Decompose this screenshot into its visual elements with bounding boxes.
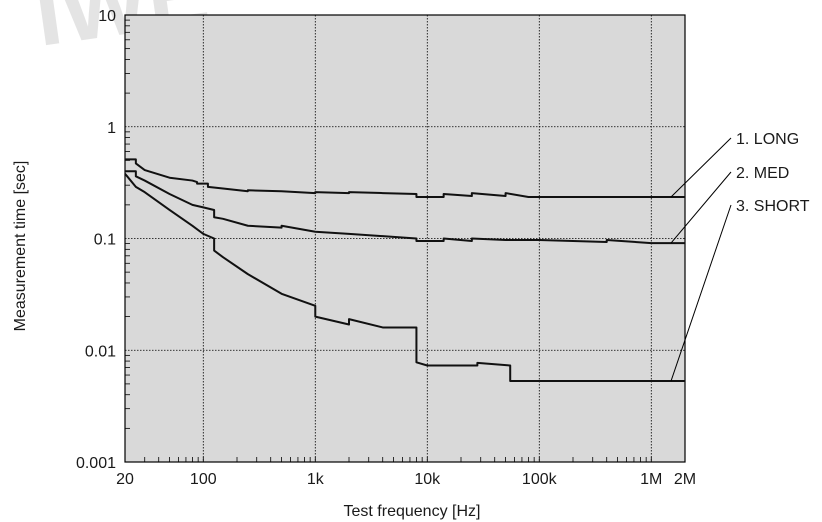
x-tick-label: 20 [116, 471, 134, 488]
y-tick-label: 1 [107, 120, 116, 137]
x-tick-label: 100 [190, 471, 217, 488]
series-lines [124, 158, 685, 383]
y-axis-label: Measurement time [sec] [12, 161, 29, 332]
y-tick-label: 10 [98, 8, 116, 25]
legend-label-3: 3. SHORT [736, 198, 810, 215]
x-tick-label: 1M [640, 471, 662, 488]
legend-leader-3 [670, 204, 732, 382]
series-line-2 [125, 170, 685, 245]
series-line-1 [125, 158, 685, 199]
y-tick-label: 0.001 [76, 455, 116, 472]
legend-label-2: 2. MED [736, 165, 789, 182]
x-tick-label: 100k [522, 471, 558, 488]
series-line-3 [124, 173, 685, 383]
minor-ticks [124, 19, 686, 462]
y-tick-label: 0.1 [94, 232, 116, 249]
x-tick-label: 2M [674, 471, 696, 488]
legend: 1. LONG 2. MED 3. SHORT [670, 131, 810, 382]
legend-leader-2 [670, 171, 732, 244]
x-tick-label: 1k [307, 471, 325, 488]
x-axis-label: Test frequency [Hz] [344, 503, 481, 520]
y-tick-labels: 0.001 0.01 0.1 1 10 [76, 8, 116, 472]
x-tick-label: 10k [414, 471, 441, 488]
x-tick-labels: 20 100 1k 10k 100k 1M 2M [116, 471, 696, 488]
legend-label-1: 1. LONG [736, 131, 799, 148]
y-tick-label: 0.01 [85, 343, 116, 360]
legend-leader-1 [670, 137, 732, 198]
